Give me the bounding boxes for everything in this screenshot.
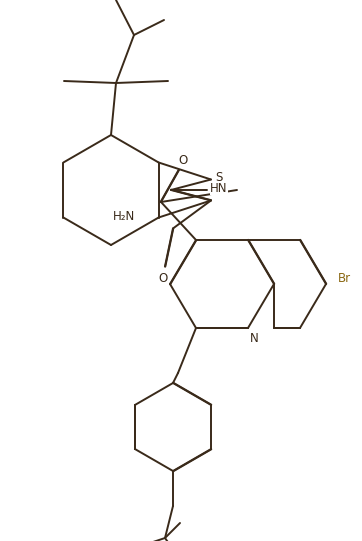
- Text: H₂N: H₂N: [113, 210, 135, 223]
- Text: O: O: [178, 154, 188, 167]
- Text: HN: HN: [210, 181, 228, 195]
- Text: N: N: [250, 332, 258, 345]
- Text: O: O: [158, 272, 168, 285]
- Text: Br: Br: [337, 273, 350, 286]
- Text: S: S: [215, 171, 223, 184]
